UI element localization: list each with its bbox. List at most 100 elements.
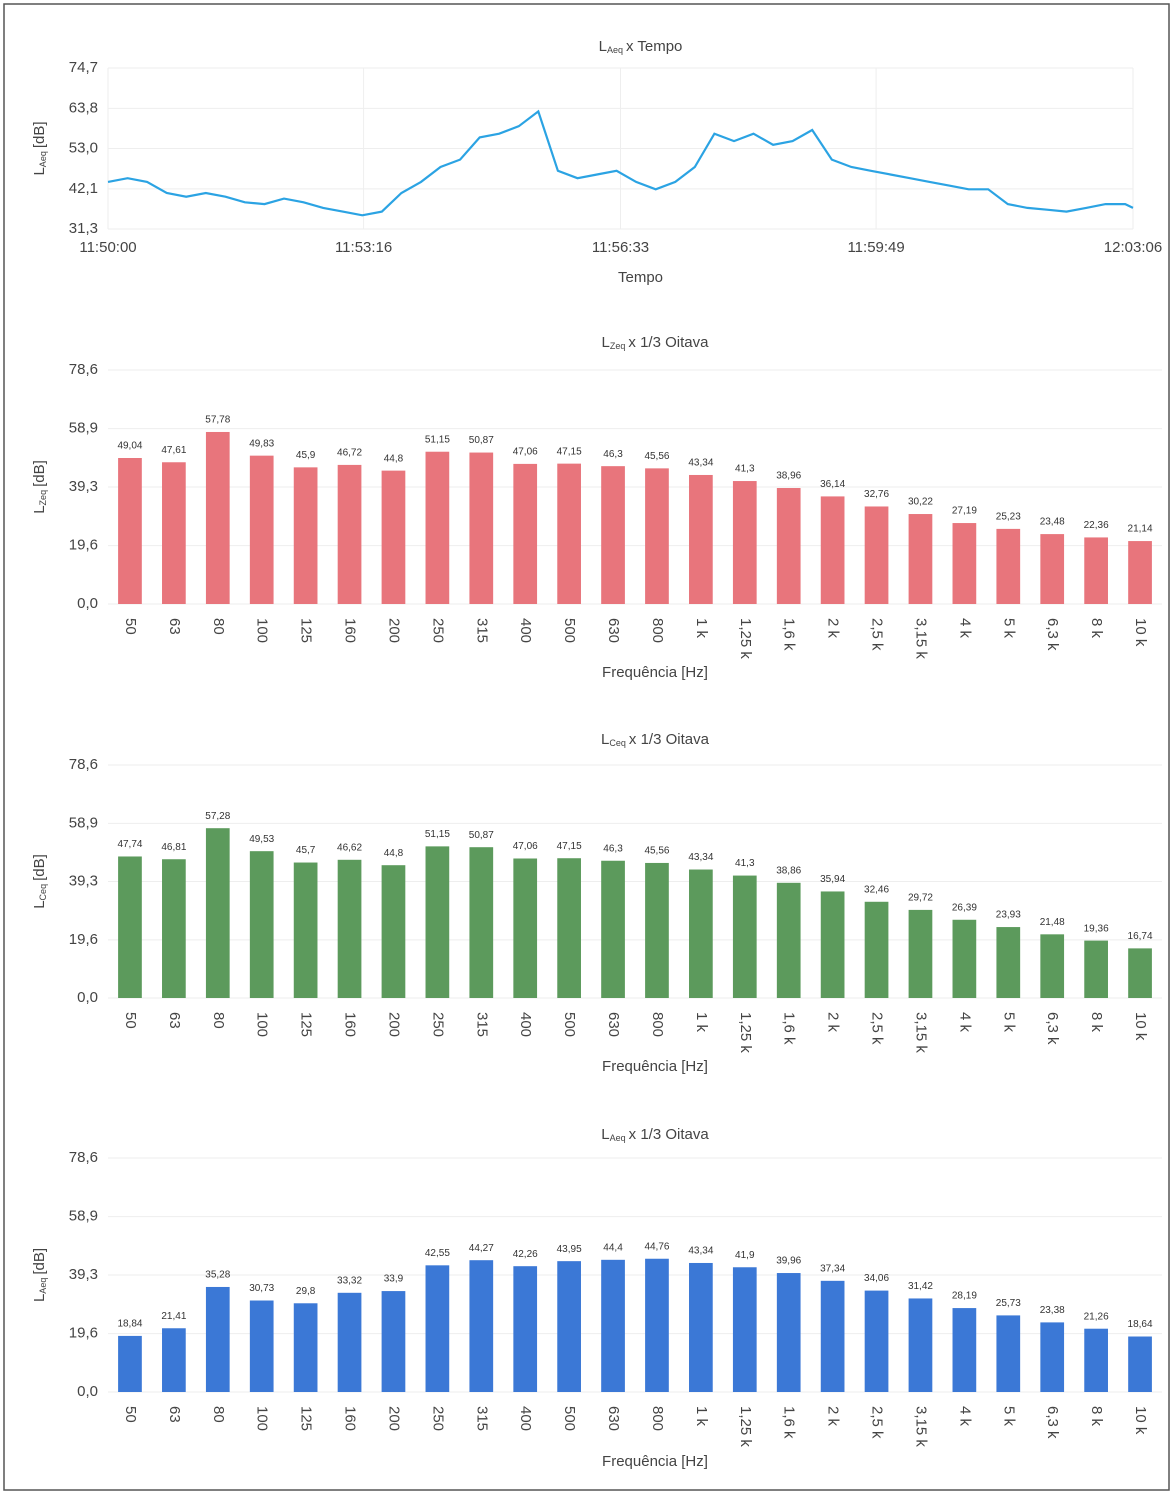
x-tick-label: 63 (166, 618, 183, 635)
y-tick-label: 19,6 (69, 537, 98, 554)
x-tick-label: 160 (342, 1406, 359, 1431)
bar (908, 514, 933, 604)
bar (952, 1308, 977, 1392)
x-tick-label: 200 (385, 1406, 402, 1431)
y-axis-title-main: L (31, 505, 48, 513)
bar (293, 862, 318, 998)
x-tick-label: 1 k (693, 1406, 710, 1427)
bar (249, 851, 274, 998)
chart-title-rest: x 1/3 Oitava (629, 1126, 710, 1143)
value-label: 47,06 (513, 447, 538, 458)
bar (864, 506, 889, 604)
bar (1084, 940, 1108, 998)
x-tick-label: 200 (385, 618, 402, 643)
y-axis-title-rest: [dB] (31, 121, 48, 148)
y-tick-label: 63,8 (69, 99, 98, 116)
x-tick-label: 400 (517, 1406, 534, 1431)
value-label: 44,8 (384, 453, 404, 464)
bar (1128, 948, 1152, 998)
x-tick-label: 1,6 k (781, 618, 798, 651)
value-label: 44,76 (644, 1241, 669, 1252)
x-tick-label: 80 (210, 1012, 227, 1029)
value-label: 43,34 (688, 458, 713, 469)
chart-title-main: L (599, 38, 607, 55)
y-tick-label: 58,9 (69, 814, 98, 831)
x-tick-label: 8 k (1088, 1012, 1105, 1033)
y-axis-title-rest: [dB] (31, 1248, 48, 1275)
value-label: 46,3 (603, 843, 623, 854)
x-tick-label: 6,3 k (1044, 1012, 1061, 1045)
x-tick-label: 500 (561, 618, 578, 643)
value-label: 33,9 (384, 1274, 404, 1285)
bar (732, 875, 757, 998)
bar (513, 858, 538, 998)
x-tick-label: 630 (605, 1406, 622, 1431)
bar (820, 1280, 845, 1392)
value-label: 42,26 (513, 1249, 538, 1260)
y-tick-label: 31,3 (69, 220, 98, 237)
x-tick-label: 4 k (956, 618, 973, 639)
value-label: 32,76 (864, 489, 889, 500)
x-tick-label: 11:53:16 (335, 239, 392, 256)
bar (162, 462, 186, 604)
chart-title-sub: Aeq (607, 45, 623, 55)
y-axis-title: LCeq [dB] (31, 854, 48, 909)
bar (996, 927, 1021, 998)
bar (337, 1292, 362, 1392)
x-tick-label: 250 (429, 1406, 446, 1431)
value-label: 38,96 (776, 471, 801, 482)
value-label: 25,73 (996, 1298, 1021, 1309)
value-label: 44,27 (469, 1243, 494, 1254)
x-tick-label: 50 (122, 618, 139, 635)
y-tick-label: 0,0 (77, 989, 98, 1006)
x-tick-label: 200 (385, 1012, 402, 1037)
x-tick-label: 8 k (1088, 1406, 1105, 1427)
chart-title-rest: x 1/3 Oitava (628, 334, 709, 351)
x-tick-label: 1,25 k (737, 1406, 754, 1447)
bar (864, 1290, 889, 1392)
bar (162, 859, 186, 998)
value-label: 47,74 (117, 839, 142, 850)
value-label: 41,3 (735, 464, 755, 475)
x-tick-label: 11:56:33 (592, 239, 649, 256)
value-label: 47,15 (557, 446, 582, 457)
bar (820, 496, 845, 604)
bar (996, 528, 1021, 604)
chart-title-rest: x 1/3 Oitava (629, 731, 710, 748)
bar (205, 1286, 230, 1392)
value-label: 45,56 (644, 846, 669, 857)
x-tick-label: 3,15 k (912, 1406, 929, 1447)
chart-title-sub: Zeq (610, 341, 626, 351)
x-tick-label: 315 (473, 1406, 490, 1431)
y-tick-label: 19,6 (69, 1325, 98, 1342)
x-tick-label: 1,25 k (737, 1012, 754, 1053)
x-tick-label: 63 (166, 1012, 183, 1029)
x-tick-label: 630 (605, 1012, 622, 1037)
x-tick-label: 250 (429, 1012, 446, 1037)
y-axis-title: LAeq [dB] (31, 1248, 48, 1302)
x-tick-label: 2 k (825, 1406, 842, 1427)
x-tick-label: 80 (210, 618, 227, 635)
bar (118, 856, 142, 998)
value-label: 46,81 (161, 842, 186, 853)
value-label: 32,46 (864, 884, 889, 895)
value-label: 35,94 (820, 874, 845, 885)
value-label: 44,4 (603, 1242, 623, 1253)
bar (645, 468, 669, 604)
value-label: 45,56 (644, 451, 669, 462)
value-label: 46,62 (337, 842, 362, 853)
value-label: 49,53 (249, 834, 274, 845)
value-label: 49,83 (249, 438, 274, 449)
value-label: 43,34 (688, 852, 713, 863)
x-tick-label: 50 (122, 1012, 139, 1029)
x-tick-label: 5 k (1000, 618, 1017, 639)
x-tick-label: 2 k (825, 618, 842, 639)
value-label: 50,87 (469, 435, 494, 446)
bar (601, 860, 625, 998)
value-label: 37,34 (820, 1263, 845, 1274)
y-axis-title-sub: Ceq (38, 884, 48, 901)
value-label: 28,19 (952, 1291, 977, 1302)
value-label: 43,95 (557, 1244, 582, 1255)
bar (425, 846, 450, 998)
y-axis-title-sub: Aeq (38, 151, 48, 167)
